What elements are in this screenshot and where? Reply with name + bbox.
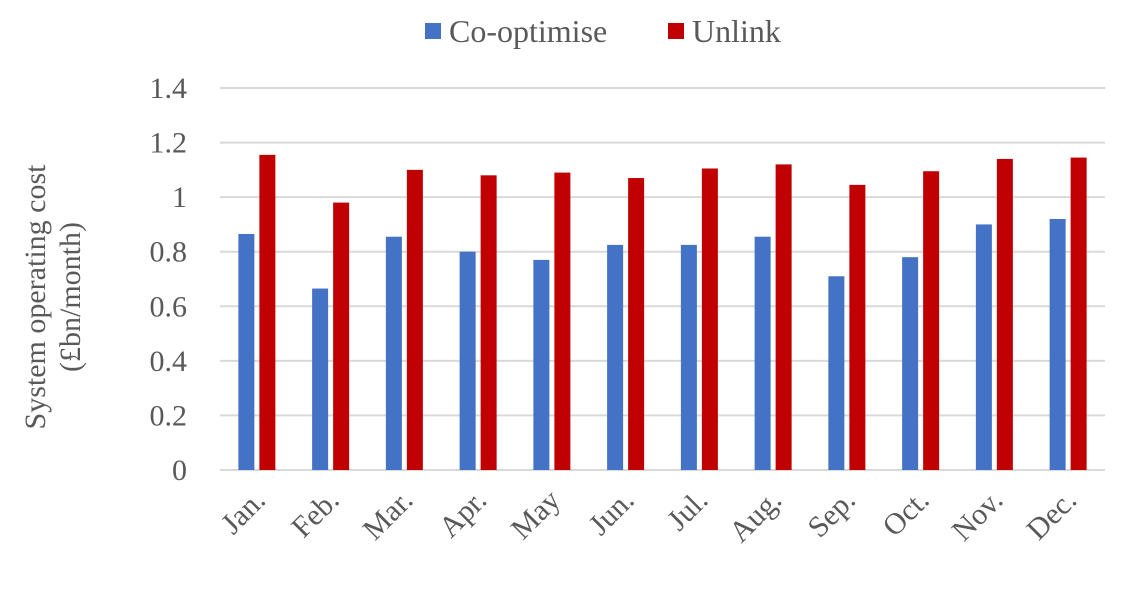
bar-co-optimise-8 [828,276,845,470]
bar-unlink-3 [480,175,497,471]
x-tick-label: Jan. [215,484,272,541]
bar-co-optimise-4 [533,259,550,470]
y-tick-label: 0.2 [150,399,188,432]
y-axis-title: System operating cost (£bn/month) [19,164,87,430]
bar-unlink-0 [259,154,276,470]
y-tick-label: 1.4 [150,72,188,105]
x-tick-label: Dec. [1020,484,1083,547]
y-axis-title-line-1: System operating cost [19,164,52,430]
x-tick-label: Feb. [285,484,345,544]
bar-co-optimise-11 [1049,218,1066,470]
bar-co-optimise-1 [312,288,329,470]
gridlines [220,87,1105,471]
bar-co-optimise-7 [754,236,771,470]
bar-unlink-6 [701,168,718,470]
bar-unlink-11 [1070,157,1087,471]
bar-unlink-2 [406,169,423,470]
bar-co-optimise-9 [902,257,919,470]
bar-co-optimise-10 [975,224,992,470]
bar-unlink-7 [775,164,792,470]
legend-swatch [425,23,441,39]
x-tick-label: Jul. [661,484,714,537]
x-tick-label: Nov. [946,484,1010,548]
y-tick-label: 0.4 [150,345,188,378]
x-tick-label: Jun. [582,484,640,542]
y-tick-label: 0.6 [150,290,188,323]
bar-unlink-9 [923,171,940,470]
y-tick-label: 1 [172,181,187,214]
y-tick-label: 0 [172,454,187,487]
y-tick-label: 1.2 [150,127,188,160]
bar-unlink-5 [628,178,645,471]
x-axis-ticks: Jan. Feb. Mar. Apr. May Jun. Jul. Aug. Sep. Oct. N… [215,484,1083,549]
bar-unlink-1 [333,202,350,470]
x-tick-label: Apr. [433,484,493,544]
x-tick-label: Sep. [801,484,861,544]
y-axis-title-line-2: (£bn/month) [54,222,87,372]
legend-swatch [668,23,684,39]
x-tick-label: Oct. [876,484,935,543]
legend: Co-optimise Unlink [425,13,781,49]
bars [238,154,1087,471]
y-axis-ticks: 0 0.2 0.4 0.6 0.8 1 1.2 1.4 [150,72,188,487]
bar-unlink-4 [554,172,571,471]
x-tick-label: Mar. [357,484,420,547]
bar-co-optimise-5 [607,244,624,470]
legend-label: Co-optimise [449,13,607,49]
y-tick-label: 0.8 [150,236,188,269]
bar-unlink-8 [849,184,866,470]
bar-unlink-10 [996,158,1013,470]
bar-co-optimise-2 [385,236,402,470]
bar-co-optimise-0 [238,233,255,470]
x-tick-label: Aug. [723,484,788,549]
bar-co-optimise-6 [680,244,697,470]
bar-co-optimise-3 [459,251,476,470]
legend-label: Unlink [692,13,781,49]
x-tick-label: May [505,484,567,546]
